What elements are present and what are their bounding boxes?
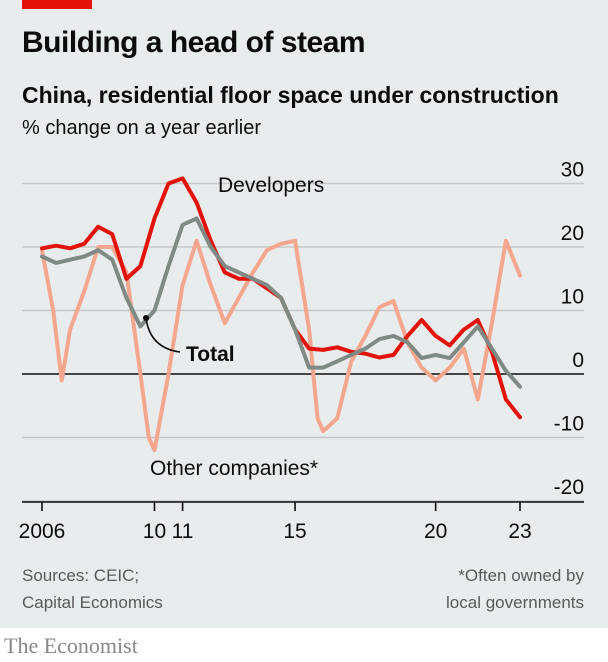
chart-subtitle: China, residential floor space under con… — [22, 82, 559, 108]
x-tick-label: 23 — [508, 520, 531, 543]
annotation-other: Other companies* — [150, 457, 318, 480]
chart-panel — [0, 0, 608, 628]
chart-unit-label: % change on a year earlier — [22, 117, 262, 139]
footnote-line-2: local governments — [446, 593, 584, 612]
y-tick-label: -20 — [554, 476, 584, 499]
series-line-total — [40, 216, 522, 389]
x-axis — [22, 373, 584, 511]
annotations: Developers Total Other companies* — [143, 174, 324, 480]
line-chart: Developers Total Other companies* 30 20 10 0 -… — [19, 159, 584, 544]
sources-line-2: Capital Economics — [22, 593, 163, 612]
chart-title: Building a head of steam — [22, 26, 366, 59]
total-leader-line — [145, 317, 181, 353]
x-tick-label: 10 — [143, 520, 166, 543]
annotation-developers: Developers — [218, 174, 324, 197]
y-tick-label: 30 — [561, 159, 584, 182]
brand-red-tag — [22, 0, 92, 9]
annotation-total: Total — [186, 343, 235, 366]
x-tick-label: 20 — [424, 520, 447, 543]
footnote: *Often owned by local governments — [446, 562, 584, 616]
tick-labels: 30 20 10 0 -10 -20 2006 10 11 15 20 23 — [19, 159, 584, 544]
grid-lines — [22, 182, 584, 502]
sources-line-1: Sources: CEIC; — [22, 566, 140, 585]
series-lines — [40, 176, 522, 453]
series-line-other — [40, 238, 522, 453]
publisher-brand: The Economist — [4, 633, 138, 658]
x-tick-label: 11 — [172, 520, 194, 543]
x-tick-label: 2006 — [19, 520, 66, 543]
y-tick-label: 20 — [561, 222, 584, 245]
total-leader-dot — [143, 315, 149, 321]
y-tick-label: 10 — [561, 286, 584, 309]
y-tick-label: -10 — [554, 413, 584, 436]
footnote-line-1: *Often owned by — [458, 566, 584, 585]
sources-note: Sources: CEIC; Capital Economics — [22, 562, 163, 616]
x-tick-label: 15 — [283, 520, 306, 543]
y-tick-label: 0 — [572, 349, 584, 372]
